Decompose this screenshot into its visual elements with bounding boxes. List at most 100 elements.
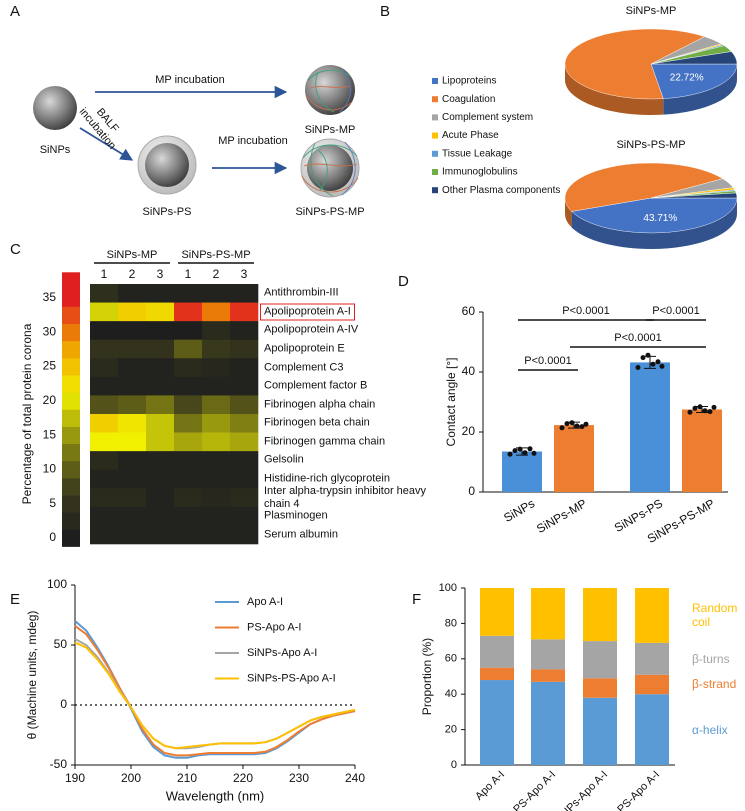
data-point [635,365,641,370]
legend-label: β-turns [692,651,730,666]
heatmap-cell [230,451,259,471]
pie-slice-side [663,64,737,115]
node-label: SiNPs-PS [143,206,192,218]
heatmap-cell [174,525,203,545]
bar-segment [635,588,669,643]
pie-slice [650,51,738,65]
heatmap-cell [146,376,175,396]
heatmap-cell [146,284,175,303]
heatmap-cell [118,506,147,526]
sinps-ps-mp-sphere [307,145,353,191]
bar-segment [531,588,565,640]
y-axis-label: Contact angle [°] [444,358,458,447]
colorbar-label: Percentage of total protein corona [20,323,34,504]
heatmap-cell [146,469,175,489]
y-tick-label: 100 [47,577,67,591]
heatmap-cell [90,395,119,415]
colorbar-block [62,323,80,342]
heatmap-cell [202,525,231,545]
colorbar-block [62,512,80,530]
x-tick-label: 230 [289,771,309,785]
heatmap-cell [90,488,119,508]
column-label: 1 [185,267,192,281]
colorbar-block [62,272,80,290]
data-point [507,451,513,457]
data-point [687,409,693,415]
heatmap-cell [174,339,203,359]
bar-segment [531,681,565,765]
colorbar-block [62,529,80,547]
data-point [564,421,570,427]
heatmap-cell [90,525,119,545]
heatmap-cell [230,339,259,359]
line-series [74,625,356,757]
line-series [74,641,356,750]
mp-fibers [301,141,359,197]
colorbar-block [62,306,80,325]
bar-segment [583,641,617,679]
legend-swatch [432,169,438,175]
pie-slice-side [571,198,738,250]
heatmap-cell [230,358,259,378]
heatmap-cell [174,321,203,341]
heatmap-cell [202,302,231,322]
heatmap-cell [118,284,147,303]
heatmap-cell [90,376,119,396]
colorbar-tick-label: 25 [43,359,57,373]
y-tick-label: 20 [462,424,476,438]
row-label: Histidine-rich glycoprotein [264,472,390,485]
x-tick-label: PS-Apo A-I [511,769,558,811]
x-tick-label: 200 [121,771,141,785]
heatmap-cell [146,432,175,452]
data-point [655,359,661,365]
heatmap-cell [202,432,231,452]
heatmap-cell [118,414,147,433]
heatmap-cell [202,321,231,341]
heatmap-cell [146,488,175,508]
y-tick-label: 80 [445,617,457,629]
column-label: 3 [157,267,164,281]
column-group-label: SiNPs-MP [107,249,158,261]
column-label: 3 [241,267,248,281]
heatmap-cell [118,302,147,322]
legend-label: β-strand [692,677,737,692]
y-tick-label: 20 [445,724,457,736]
heatmap-cell [118,525,147,545]
significance-label: P<0.0001 [562,305,609,317]
edge-label: MP incubation [155,74,225,86]
significance-label: P<0.0001 [652,305,699,317]
data-point [527,446,533,452]
legend-swatch [432,187,438,194]
y-axis-label: Proportion (%) [420,638,434,715]
significance-label: P<0.0001 [614,332,661,344]
data-point [707,409,713,415]
heatmap-cell [230,376,259,396]
x-tick-label: 210 [177,771,197,785]
row-label: Gelsolin [264,453,304,466]
bar [502,451,542,492]
heatmap-cell [202,376,231,396]
node-label: SiNPs-MP [305,124,356,136]
x-tick-label: 220 [233,771,253,785]
heatmap-cell [230,395,259,415]
data-point [579,424,585,430]
y-axis-label: θ (Machine units, mdeg) [25,611,39,740]
row-label: Plasminogen [264,509,328,522]
heatmap-cell [118,488,147,508]
x-tick-label: SiNPs-Apo A-I [552,769,610,811]
row-label: Apolipoprotein A-I [260,303,355,321]
heatmap-cell [118,376,147,396]
data-point [640,355,646,361]
sinps-mp-sphere [305,65,355,115]
x-tick-label: Apo A-I [473,769,507,803]
heatmap-cell [174,302,203,322]
heatmap-cell [230,321,259,341]
pie-value-label: 43.71% [643,213,677,224]
x-tick-label: 190 [65,771,85,785]
data-point [517,446,523,452]
y-tick-label: 0 [468,484,475,498]
row-label: Serum albumin [264,528,338,541]
heatmap-cell [90,302,119,322]
